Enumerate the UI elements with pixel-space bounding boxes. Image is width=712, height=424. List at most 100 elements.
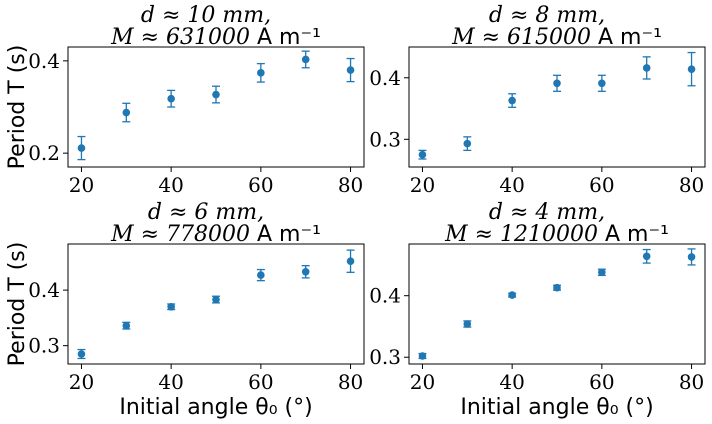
- x-tick-label: 40: [499, 173, 524, 197]
- subplot-2: d ≈ 8 mm,M ≈ 615000 A m⁻¹ 20 40 60 80 0.3 0.4: [369, 3, 706, 197]
- x-tick-label: 80: [338, 173, 363, 197]
- x-tick-label: 20: [410, 173, 435, 197]
- y-tick-label: 0.2: [28, 141, 60, 165]
- x-axis-label: Initial angle θ₀ (°): [119, 395, 312, 420]
- data-point: [642, 248, 651, 264]
- x-tick-label: 20: [69, 370, 94, 394]
- y-tick-label: 0.3: [369, 127, 401, 151]
- data-point: [463, 136, 472, 152]
- data-point: [122, 102, 131, 123]
- plot-frame: [67, 243, 365, 365]
- marker: [167, 94, 175, 103]
- y-tick-label: 0.3: [28, 334, 60, 358]
- x-tick-label: 60: [248, 173, 273, 197]
- subplot-title-line2: M ≈ 778000 A m⁻¹: [110, 222, 321, 247]
- data-point: [508, 93, 517, 108]
- x-tick-label: 80: [338, 370, 363, 394]
- marker: [212, 295, 220, 304]
- marker: [77, 350, 86, 358]
- data-point: [301, 50, 310, 69]
- x-tick-label: 80: [679, 370, 704, 394]
- marker: [301, 55, 310, 64]
- marker: [122, 321, 131, 330]
- y-tick-label: 0.4: [28, 278, 60, 302]
- x-tick-label: 40: [158, 370, 183, 394]
- marker: [257, 69, 265, 77]
- data-point: [346, 249, 355, 273]
- x-tick-label: 80: [679, 173, 704, 197]
- marker: [346, 66, 355, 74]
- plot-frame: [67, 46, 365, 168]
- subplot-title-line1: d ≈ 8 mm,: [489, 3, 605, 28]
- data-point: [597, 268, 606, 277]
- x-tick-label: 60: [248, 370, 273, 394]
- marker: [212, 90, 220, 99]
- marker: [122, 108, 131, 117]
- y-tick-label: 0.4: [28, 49, 60, 73]
- y-axis-label: Period T (s): [5, 45, 30, 170]
- data-point: [212, 295, 220, 304]
- data-point: [642, 56, 651, 80]
- subplot-title-line1: d ≈ 6 mm,: [148, 200, 264, 225]
- data-point: [212, 85, 220, 104]
- marker: [463, 320, 472, 328]
- subplot-title-line1: d ≈ 10 mm,: [141, 3, 271, 28]
- data-point: [553, 283, 561, 292]
- data-point: [553, 74, 561, 92]
- data-point: [346, 57, 355, 83]
- data-point: [256, 268, 265, 282]
- y-tick-label: 0.3: [369, 345, 401, 369]
- subplot-title-line2: M ≈ 615000 A m⁻¹: [451, 25, 662, 50]
- subplot-1: d ≈ 10 mm,M ≈ 631000 A m⁻¹ 20 40 60 80 0.2 0.4…: [5, 3, 365, 197]
- marker: [418, 352, 427, 360]
- marker: [167, 302, 175, 311]
- marker: [463, 139, 472, 148]
- data-point: [122, 321, 131, 330]
- marker: [687, 65, 696, 73]
- y-tick-label: 0.4: [369, 66, 401, 90]
- data-point: [687, 248, 696, 266]
- marker: [77, 144, 86, 152]
- marker: [598, 79, 606, 88]
- data-point: [301, 265, 310, 279]
- subplot-4: d ≈ 4 mm,M ≈ 1210000 A m⁻¹ 20 40 60 80 0.3 0.4…: [369, 200, 706, 420]
- x-tick-label: 20: [410, 370, 435, 394]
- x-tick-label: 20: [69, 173, 94, 197]
- subplot-3: d ≈ 6 mm,M ≈ 778000 A m⁻¹ 20 40 60 80 0.3 0.4P…: [5, 200, 365, 420]
- subplot-title-line2: M ≈ 1210000 A m⁻¹: [444, 222, 669, 247]
- subplot-title-line2: M ≈ 631000 A m⁻¹: [110, 25, 321, 50]
- marker: [642, 252, 651, 261]
- marker: [346, 257, 355, 266]
- data-point: [77, 348, 86, 360]
- marker: [257, 271, 265, 279]
- x-tick-label: 40: [158, 173, 183, 197]
- y-axis-label: Period T (s): [5, 242, 30, 367]
- data-point: [687, 51, 696, 87]
- marker: [687, 253, 696, 261]
- plot-frame: [408, 46, 706, 168]
- marker: [598, 268, 606, 277]
- data-point: [418, 352, 427, 360]
- y-tick-label: 0.4: [369, 284, 401, 308]
- data-point: [597, 74, 606, 92]
- data-point: [508, 291, 517, 299]
- subplot-title-line1: d ≈ 4 mm,: [489, 200, 605, 225]
- data-point: [256, 62, 265, 83]
- x-axis-label: Initial angle θ₀ (°): [460, 395, 653, 420]
- data-point: [418, 149, 427, 160]
- x-tick-label: 60: [589, 173, 614, 197]
- marker: [553, 79, 561, 88]
- marker: [642, 64, 651, 72]
- data-point: [167, 302, 176, 311]
- marker: [553, 283, 561, 292]
- data-point: [463, 320, 472, 328]
- data-point: [167, 89, 176, 108]
- marker: [418, 150, 427, 159]
- marker: [301, 267, 310, 276]
- marker: [508, 96, 516, 105]
- marker: [508, 291, 516, 299]
- plot-frame: [408, 243, 706, 365]
- x-tick-label: 40: [499, 370, 524, 394]
- data-point: [77, 135, 86, 161]
